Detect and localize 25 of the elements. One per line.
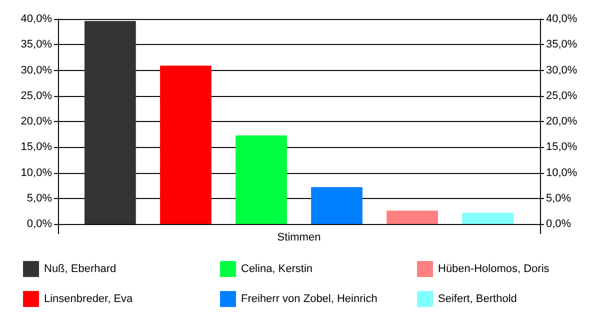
- text: 25,0%: [546, 90, 578, 102]
- y-tick-label: 35,0%: [20, 38, 52, 51]
- legend-label: Seifert, Berthold: [438, 293, 517, 305]
- text: 35,0%: [546, 38, 578, 51]
- y-tick-label: 5,0%: [26, 192, 52, 204]
- legend-label: Linsenbreder, Eva: [44, 293, 134, 305]
- text: 40,0%: [546, 13, 578, 25]
- x-tick-label: Stimmen: [277, 232, 321, 244]
- legend-label: Hüben-Holomos, Doris: [438, 263, 550, 275]
- y-tick-label: 20,0%: [20, 116, 52, 128]
- text: 5,0%: [546, 192, 572, 204]
- legend-label: Freiherr von Zobel, Heinrich: [241, 293, 378, 305]
- text: 10,0%: [546, 166, 578, 179]
- text: 0,0%: [546, 218, 572, 230]
- y-tick-label: 10,0%: [20, 166, 52, 179]
- y-tick-label: 15,0%: [20, 141, 52, 154]
- text: 20,0%: [546, 116, 578, 128]
- y-tick-label: 30,0%: [20, 64, 52, 76]
- legend-label: Nuß, Eberhard: [44, 263, 116, 275]
- y-tick-label: 40,0%: [20, 13, 52, 25]
- text: 15,0%: [546, 141, 578, 154]
- legend-label: Celina, Kerstin: [241, 263, 313, 275]
- y-tick-label: 0,0%: [26, 218, 52, 230]
- text: 30,0%: [546, 64, 578, 76]
- y-tick-label: 25,0%: [20, 90, 52, 102]
